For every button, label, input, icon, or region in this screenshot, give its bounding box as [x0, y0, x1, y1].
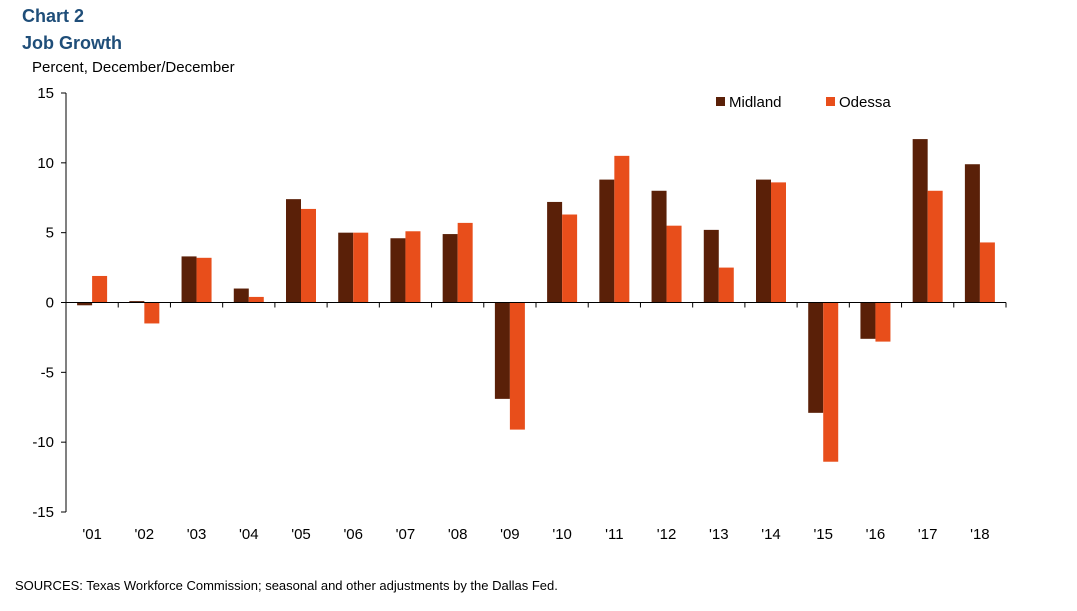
- bar-midland-15: [808, 302, 824, 413]
- bar-odessa-05: [301, 208, 316, 303]
- bar-midland-10: [547, 201, 563, 303]
- x-tick-label: '05: [291, 526, 311, 543]
- x-tick-label: '01: [82, 526, 102, 543]
- bar-odessa-12: [666, 225, 682, 303]
- bar-midland-07: [390, 238, 406, 303]
- x-tick-label: '07: [396, 526, 416, 543]
- y-axis-units-label: Percent, December/December: [32, 59, 235, 76]
- bar-odessa-04: [248, 296, 264, 303]
- legend-swatch-odessa: [826, 97, 835, 106]
- x-tick-label: '02: [135, 526, 155, 543]
- bar-midland-03: [181, 256, 197, 303]
- bar-midland-08: [442, 234, 458, 303]
- bar-midland-16: [860, 302, 876, 339]
- legend-label-odessa: Odessa: [839, 94, 891, 111]
- bar-odessa-11: [614, 155, 630, 303]
- legend-swatch-midland: [716, 97, 725, 106]
- bar-midland-04: [233, 288, 249, 303]
- bar-midland-09: [494, 302, 510, 399]
- bar-midland-13: [703, 229, 719, 303]
- bar-odessa-08: [457, 222, 473, 303]
- x-tick-label: '15: [813, 526, 833, 543]
- bar-midland-12: [651, 190, 667, 303]
- bar-odessa-06: [353, 232, 369, 303]
- y-tick-label: -10: [32, 434, 54, 451]
- x-tick-label: '17: [918, 526, 938, 543]
- x-tick-label: '03: [187, 526, 207, 543]
- chart-title: Job Growth: [22, 33, 122, 53]
- bar-odessa-02: [144, 302, 160, 324]
- bar-odessa-01: [92, 275, 108, 303]
- bar-odessa-18: [979, 242, 995, 303]
- source-note: SOURCES: Texas Workforce Commission; sea…: [15, 578, 558, 593]
- bar-odessa-16: [875, 302, 891, 342]
- bar-midland-02: [129, 301, 145, 303]
- bar-odessa-15: [823, 302, 839, 462]
- x-tick-label: '13: [709, 526, 729, 543]
- bar-odessa-09: [509, 302, 525, 430]
- x-tick-label: '18: [970, 526, 990, 543]
- bar-odessa-07: [405, 231, 421, 303]
- y-tick-label: 5: [46, 225, 54, 242]
- x-tick-label: '08: [448, 526, 468, 543]
- x-tick-label: '04: [239, 526, 259, 543]
- x-tick-label: '10: [552, 526, 572, 543]
- legend-label-midland: Midland: [729, 94, 782, 111]
- bar-midland-11: [599, 179, 615, 303]
- x-tick-label: '06: [343, 526, 363, 543]
- y-tick-label: -5: [41, 364, 54, 381]
- bar-midland-14: [756, 179, 771, 303]
- bar-odessa-13: [718, 267, 734, 303]
- bar-odessa-03: [196, 257, 212, 303]
- y-tick-label: 15: [37, 85, 54, 102]
- bar-odessa-14: [771, 182, 786, 303]
- bar-odessa-10: [562, 214, 578, 303]
- bar-midland-05: [286, 199, 301, 303]
- x-tick-label: '16: [866, 526, 886, 543]
- chart-number: Chart 2: [22, 6, 85, 26]
- x-tick-label: '09: [500, 526, 520, 543]
- y-tick-label: 0: [46, 295, 54, 312]
- bar-midland-18: [964, 164, 980, 303]
- y-tick-label: 10: [37, 155, 54, 172]
- bar-midland-01: [77, 302, 93, 306]
- bar-midland-06: [338, 232, 354, 303]
- x-tick-label: '14: [761, 526, 781, 543]
- x-tick-label: '12: [657, 526, 677, 543]
- bar-midland-17: [912, 139, 928, 303]
- y-tick-label: -15: [32, 504, 54, 521]
- x-tick-label: '11: [605, 526, 623, 543]
- bar-odessa-17: [927, 190, 943, 303]
